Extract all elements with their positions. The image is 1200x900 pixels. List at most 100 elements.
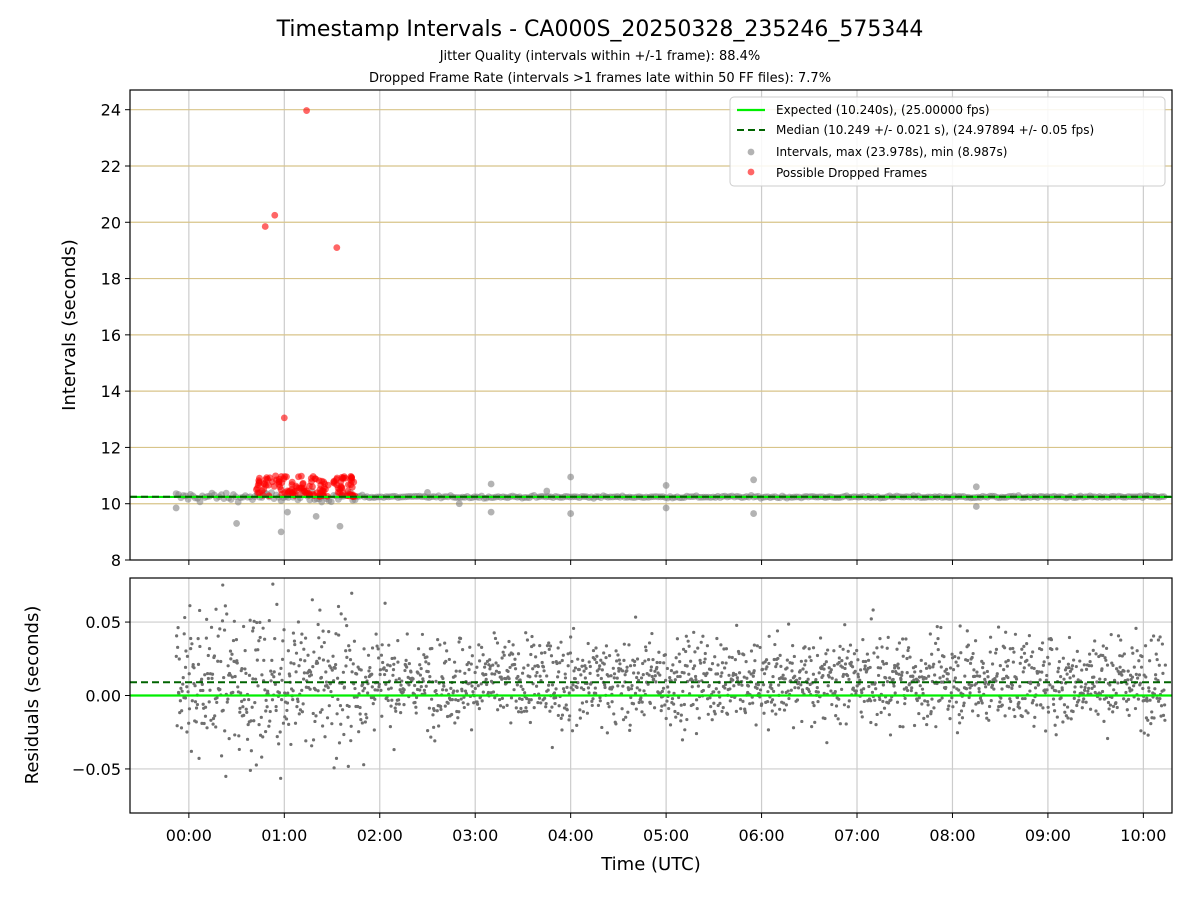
residual-point — [270, 698, 275, 702]
residual-point — [623, 673, 627, 677]
residual-point — [971, 651, 975, 656]
residual-point — [537, 696, 542, 700]
residual-point — [823, 716, 827, 721]
residual-point — [979, 698, 983, 703]
residual-point — [184, 649, 188, 653]
residual-point — [1021, 670, 1025, 674]
residual-point — [1007, 685, 1011, 689]
legend-expected-label: Expected (10.240s), (25.00000 fps) — [776, 103, 990, 117]
residual-point — [866, 658, 871, 662]
residual-point — [588, 671, 592, 675]
residual-point — [187, 721, 191, 725]
residual-point — [1053, 723, 1057, 727]
residual-point — [221, 708, 225, 712]
residual-point — [258, 733, 263, 737]
residual-point — [563, 672, 567, 676]
legend-box — [729, 96, 1166, 187]
residual-point — [870, 690, 875, 694]
residual-point — [780, 690, 784, 694]
residual-point — [497, 670, 501, 675]
residual-point — [1154, 652, 1158, 656]
residual-point — [1149, 722, 1153, 726]
residual-point — [901, 725, 905, 729]
residual-point — [500, 696, 504, 701]
residual-point — [1155, 696, 1159, 700]
residual-point — [921, 691, 925, 696]
residual-point — [348, 648, 352, 652]
residual-point — [559, 640, 563, 644]
bottom-panel-reference-lines — [130, 681, 1172, 697]
residual-point — [882, 706, 887, 710]
residual-point — [914, 691, 918, 695]
residual-point — [995, 674, 999, 678]
residual-point — [189, 647, 193, 651]
residual-point — [782, 701, 786, 705]
residual-point — [922, 716, 926, 721]
residual-point — [180, 709, 184, 713]
residual-point — [932, 706, 936, 710]
residual-point — [804, 659, 808, 663]
residual-point — [841, 672, 846, 677]
residual-point — [1025, 642, 1029, 646]
residual-point — [892, 684, 896, 688]
residual-point — [720, 661, 725, 665]
residual-point — [968, 661, 973, 665]
residual-point — [936, 636, 940, 641]
residual-point — [399, 710, 403, 715]
residual-point — [485, 682, 489, 687]
residual-point — [769, 700, 773, 704]
residual-point — [436, 638, 440, 642]
residual-point — [180, 689, 184, 693]
residual-point — [744, 660, 748, 664]
residual-point — [1048, 683, 1052, 687]
residual-point — [1037, 670, 1041, 674]
residual-point — [815, 653, 820, 658]
x-tick-label: 02:00 — [357, 826, 403, 845]
residual-point — [742, 675, 746, 679]
residual-point — [734, 709, 738, 713]
residual-point — [1029, 680, 1033, 684]
residual-point — [963, 674, 967, 678]
residual-point — [906, 648, 910, 653]
residual-point — [701, 634, 705, 638]
residual-point — [467, 668, 471, 672]
residual-point — [662, 661, 666, 665]
residual-point — [928, 632, 932, 636]
residual-point — [615, 676, 619, 680]
residual-point — [216, 659, 220, 663]
residual-point — [1005, 664, 1009, 668]
residual-point — [311, 711, 315, 716]
residual-point — [976, 714, 980, 718]
residual-point — [1146, 718, 1150, 722]
residual-point — [742, 653, 746, 657]
residual-point — [901, 637, 905, 641]
residual-point — [543, 651, 547, 655]
residual-point — [333, 666, 337, 670]
residual-point — [679, 713, 683, 717]
dropped-frame-point — [264, 475, 272, 483]
residual-point — [475, 665, 479, 669]
residual-point — [661, 686, 666, 690]
residual-point — [524, 706, 528, 710]
residual-point — [897, 672, 901, 676]
residual-point — [462, 705, 466, 710]
residual-point — [527, 700, 531, 705]
residual-point — [807, 647, 811, 651]
residual-point — [177, 691, 181, 696]
residual-point — [1010, 686, 1014, 690]
residual-point — [1004, 660, 1008, 664]
residual-point — [267, 619, 271, 623]
residual-point — [289, 742, 293, 747]
residual-point — [311, 665, 315, 669]
residual-point — [382, 666, 386, 670]
residual-point — [338, 703, 343, 708]
residual-point — [534, 655, 538, 659]
residual-point — [212, 654, 217, 658]
residual-point — [579, 673, 583, 677]
residual-point — [707, 683, 711, 688]
residual-point — [190, 699, 194, 703]
residual-point — [808, 655, 812, 659]
residual-point — [1042, 660, 1046, 664]
residual-point — [349, 739, 353, 743]
residual-point — [248, 618, 252, 622]
